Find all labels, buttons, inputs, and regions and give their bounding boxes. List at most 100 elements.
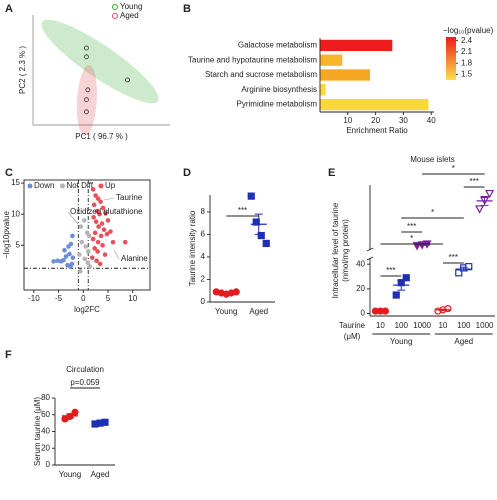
colorbar-tick-label: 1.8	[461, 58, 473, 67]
x-tick-label: 10	[343, 116, 352, 125]
legend-label: Young	[120, 2, 142, 11]
group-label: Aged	[454, 337, 473, 346]
confidence-ellipse	[41, 19, 159, 104]
data-point	[81, 218, 87, 223]
error-bar	[222, 291, 231, 294]
panel-letter: A	[5, 3, 13, 15]
data-point	[98, 233, 104, 239]
error-bar	[66, 413, 74, 419]
x-tick-label: 10	[128, 294, 137, 303]
x-tick-label: 100	[457, 321, 471, 330]
legend-marker	[59, 183, 65, 189]
y-axis-label: PC2 ( 2.3 % )	[18, 46, 27, 94]
x-tick-label: 100	[395, 321, 409, 330]
significance-label: ***	[386, 266, 395, 275]
x-axis-label: log2FC	[74, 305, 100, 314]
data-point	[98, 199, 103, 205]
legend-marker	[27, 183, 33, 189]
data-point	[86, 233, 92, 239]
data-point	[93, 193, 98, 198]
data-point	[95, 196, 101, 201]
data-point	[95, 239, 101, 245]
data-point	[104, 231, 110, 237]
plot-frame	[23, 179, 151, 291]
data-point	[247, 192, 255, 200]
data-point	[82, 256, 88, 262]
category-label: Taurine and hypotaurine metabolism	[188, 55, 317, 64]
y-axis-label: Intracellular level of taurine	[331, 202, 340, 298]
x-tick-label: Aged	[249, 307, 268, 316]
data-point	[257, 231, 265, 240]
annotation-leader	[67, 211, 79, 225]
data-point	[79, 239, 85, 245]
data-point	[102, 252, 108, 257]
x-tick-label: Aged	[91, 470, 110, 479]
error-bar	[254, 213, 263, 235]
annotation-leader	[103, 197, 115, 201]
axis-break	[366, 256, 374, 261]
y-tick-label: 40	[41, 427, 50, 436]
y-tick-label: 20	[41, 443, 50, 452]
data-point	[100, 205, 106, 211]
legend-label: Not Diff	[66, 181, 93, 190]
data-point	[55, 258, 60, 264]
annotation: Taurine	[116, 193, 143, 202]
x-axis-label: Enrichment Ratio	[346, 126, 408, 135]
legend-label: Up	[105, 181, 116, 190]
x-axis-label: PC1 ( 96.7 % )	[75, 132, 128, 141]
y-tick-label: 0	[46, 460, 51, 469]
data-point	[84, 97, 89, 103]
y-tick-label: 60	[41, 410, 50, 419]
x-tick-label: 40	[427, 116, 436, 125]
significance-label: ***	[238, 206, 247, 215]
error-bar	[438, 308, 447, 312]
data-point	[105, 218, 111, 223]
data-point	[85, 249, 91, 254]
data-point	[78, 224, 84, 229]
significance-label: ***	[449, 253, 458, 262]
data-point	[77, 252, 82, 257]
panel-letter: B	[183, 3, 191, 15]
confidence-ellipse	[76, 64, 97, 137]
category-label: Galactose metabolism	[238, 41, 317, 50]
error-bar	[96, 422, 104, 425]
data-point	[108, 229, 113, 234]
data-point	[66, 244, 71, 249]
category-label: Arginine biosynthesis	[241, 85, 317, 94]
error-bar	[459, 266, 468, 272]
colorbar	[446, 37, 456, 80]
x-tick-label: -5	[55, 294, 63, 303]
y-tick-label: 5	[16, 240, 21, 249]
y-tick-label: 0	[361, 309, 366, 318]
y-tick-label: 4	[201, 252, 206, 261]
data-point	[70, 233, 75, 239]
data-point	[92, 230, 98, 236]
data-point	[67, 251, 72, 257]
data-point	[100, 242, 105, 248]
y-tick-label: 20	[356, 284, 365, 293]
bar	[320, 54, 343, 66]
y-axis-label: −log10pvalue	[2, 211, 11, 259]
bar	[320, 84, 326, 96]
significance-label: ***	[407, 222, 416, 231]
colorbar-tick-label: 1.5	[461, 70, 473, 79]
data-point	[93, 219, 99, 224]
data-point	[95, 249, 100, 254]
x-axis-label: Taurine	[339, 321, 366, 330]
x-tick-label: 30	[399, 116, 408, 125]
legend-marker	[112, 13, 118, 19]
colorbar-tick-label: 2.1	[461, 47, 473, 56]
bar	[320, 98, 429, 111]
significance-label: p=0.059	[70, 378, 100, 387]
data-point	[392, 291, 400, 299]
data-point	[455, 269, 463, 277]
annotation: Oxidized glutathione	[70, 207, 143, 216]
x-tick-label: Young	[59, 470, 81, 479]
data-point	[85, 87, 91, 93]
significance-label: *	[410, 234, 413, 243]
data-point	[94, 208, 100, 214]
axis-break	[366, 247, 374, 252]
data-point	[125, 77, 130, 83]
data-point	[63, 254, 69, 259]
